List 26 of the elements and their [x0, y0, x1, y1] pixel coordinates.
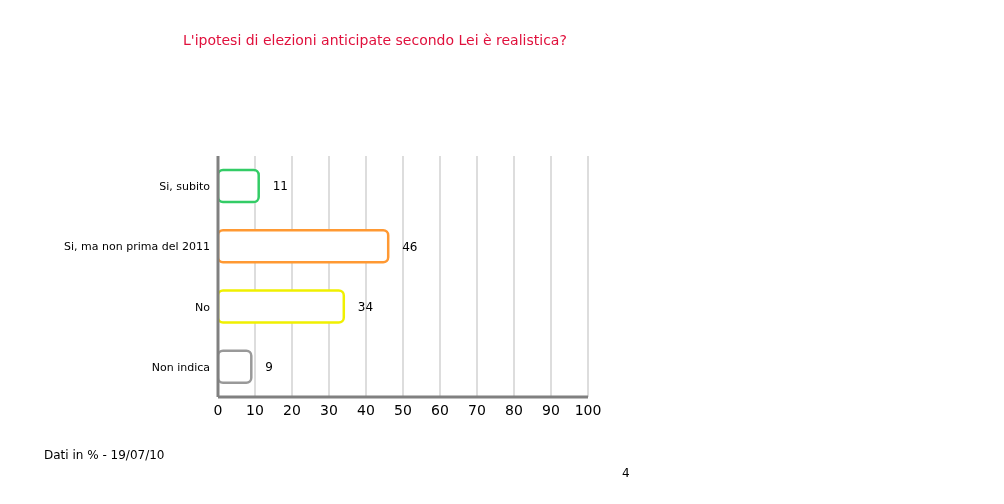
data-label: 34: [357, 299, 374, 314]
x-tick-label: 0: [213, 401, 223, 418]
bar: [218, 349, 253, 384]
x-tick-label: 30: [320, 401, 338, 418]
x-tick-label: 70: [468, 401, 486, 418]
x-tick-label: 100: [574, 401, 602, 418]
chart-title: L'ipotesi di elezioni anticipate secondo Lei è realistica?: [183, 32, 567, 48]
y-tick-label: No: [195, 300, 211, 314]
data-label: 46: [402, 239, 418, 254]
x-tick-label: 90: [542, 401, 560, 418]
bar: [218, 289, 346, 324]
y-tick-label: Si, subito: [159, 180, 211, 194]
x-tick-label: 10: [246, 401, 264, 418]
bar: [218, 168, 260, 204]
data-label: 9: [265, 360, 273, 375]
x-tick-label: 80: [505, 401, 523, 418]
data-label: 11: [272, 179, 288, 194]
x-tick-label: 20: [283, 401, 301, 418]
x-tick-label: 60: [431, 401, 449, 418]
y-tick-label: Si, ma non prima del 2011: [64, 240, 210, 254]
x-tick-label: 40: [357, 401, 375, 418]
bar: [218, 229, 390, 264]
text: 4: [622, 466, 630, 480]
y-tick-label: Non indica: [151, 360, 210, 374]
x-tick-label: 50: [394, 401, 412, 418]
text: Dati in % - 19/07/10: [44, 448, 165, 462]
